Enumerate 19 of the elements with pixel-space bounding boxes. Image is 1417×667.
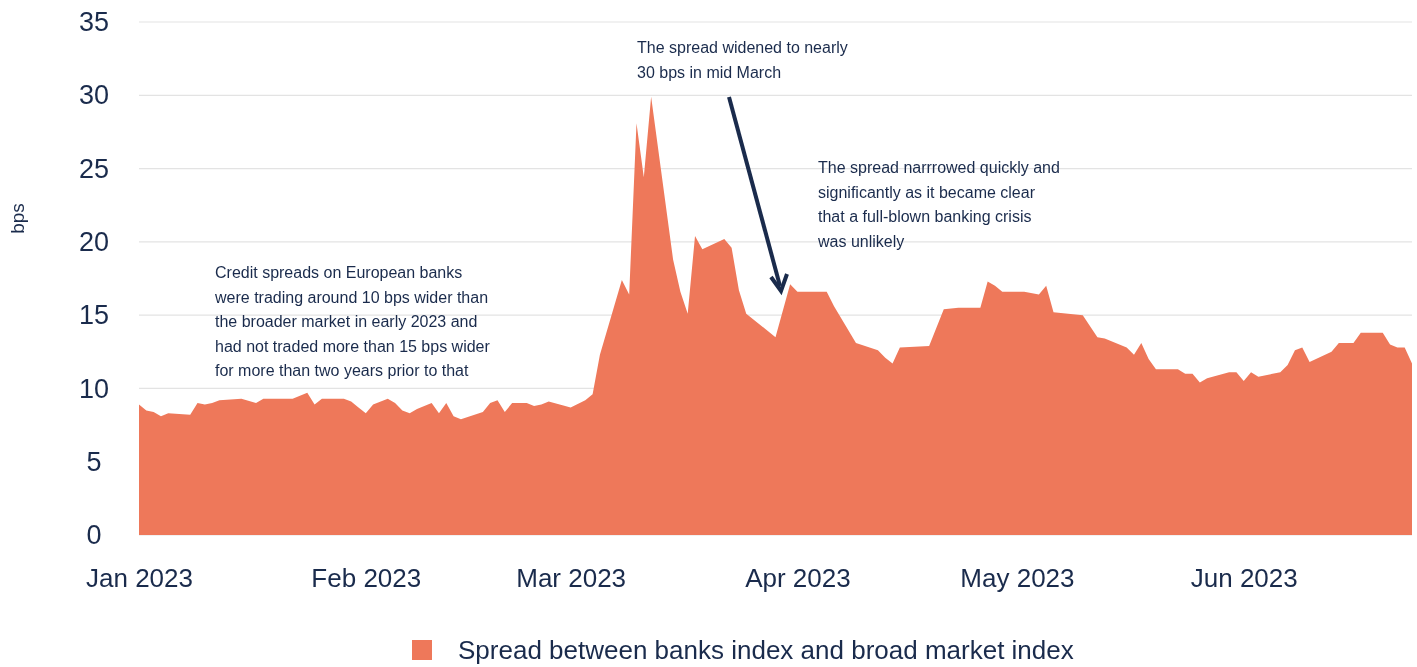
y-tick-label: 20 bbox=[78, 227, 110, 257]
y-tick-label: 10 bbox=[78, 373, 110, 404]
y-tick-label: 35 bbox=[78, 7, 110, 38]
annotation: The spread narrrowed quickly and significantly as it became clear that a full-blown banking crisis was unlikely bbox=[817, 159, 1060, 250]
x-tick-label: Apr 2023 bbox=[745, 563, 851, 594]
x-tick-label: Jun 2023 bbox=[1190, 563, 1298, 594]
x-tick-label: Jan 2023 bbox=[86, 563, 193, 594]
y-tick-label: 5 bbox=[86, 446, 102, 477]
x-tick-label: May 2023 bbox=[960, 563, 1075, 594]
y-tick-label: 0 bbox=[86, 520, 102, 551]
y-tick-label: 25 bbox=[78, 153, 110, 184]
x-tick-label: Mar 2023 bbox=[516, 563, 627, 594]
annotation: The spread widened to nearly 30 bps in mid March bbox=[637, 39, 848, 81]
x-tick-label: Feb 2023 bbox=[311, 563, 422, 594]
y-tick-label: 30 bbox=[78, 80, 110, 111]
y-axis-title: bps bbox=[7, 203, 28, 234]
y-tick-label: 15 bbox=[78, 300, 110, 331]
legend-label: Spread between banks index and broad market index bbox=[458, 635, 1074, 665]
annotation: Credit spreads on European banks were trading around 10 bps wider than the broader market in early 2023 and had not traded more than 15 bps wider for more than two years prior to that bbox=[214, 264, 491, 379]
